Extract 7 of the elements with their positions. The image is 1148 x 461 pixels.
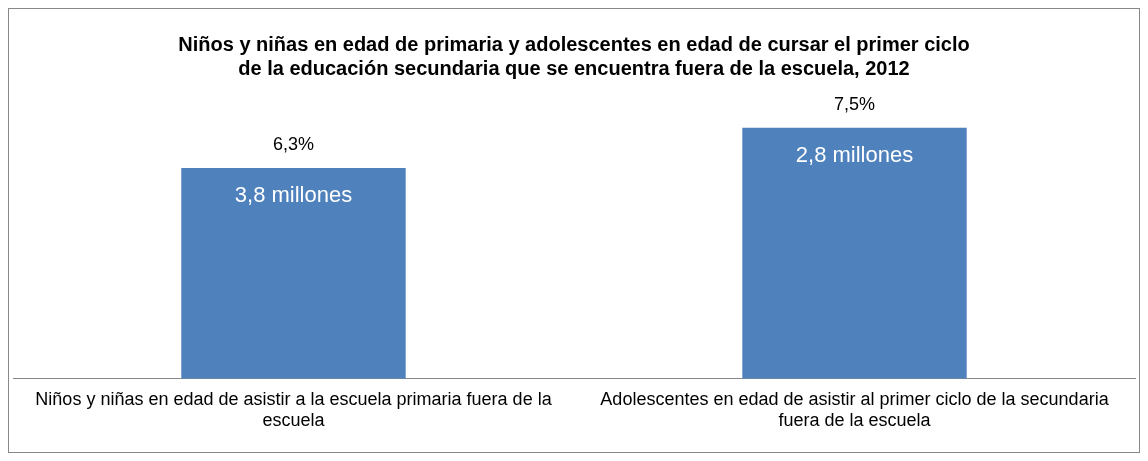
annotation: 3,8 millones xyxy=(234,181,353,207)
data-label: 7,5% xyxy=(833,93,876,114)
data-label: 6,3% xyxy=(272,133,315,154)
chart-title: Niños y niñas en edad de primaria y adolescentes en edad de cursar el primer ciclo de la educación secundaria que se encuentra fuera de la escuela, 2012 xyxy=(178,32,970,79)
x-tick-label: Adolescentes en edad de asistir al primer ciclo de la secundaria fuera de la escuela xyxy=(600,388,1110,431)
x-tick-label: Niños y niñas en edad de asistir a la escuela primaria fuera de la escuela xyxy=(35,388,553,431)
annotation: 2,8 millones xyxy=(795,141,914,167)
